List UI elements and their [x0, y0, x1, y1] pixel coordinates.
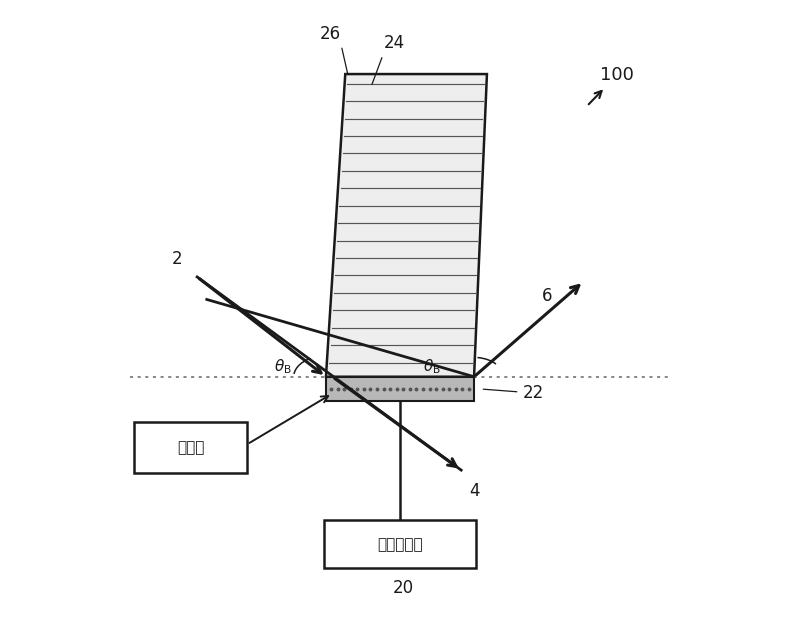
Polygon shape [326, 74, 487, 377]
Text: 24: 24 [372, 34, 405, 84]
Text: $\theta_{\rm B}$: $\theta_{\rm B}$ [422, 357, 440, 376]
Text: 4: 4 [469, 482, 479, 500]
Text: 100: 100 [589, 66, 634, 104]
Bar [134, 422, 247, 473]
Bar [324, 520, 476, 569]
Text: 20: 20 [393, 579, 414, 597]
Text: 6: 6 [542, 287, 552, 305]
Bar [326, 377, 474, 401]
Text: 26: 26 [319, 24, 348, 75]
Text: 射频信号源: 射频信号源 [377, 536, 423, 552]
Text: 2: 2 [171, 250, 182, 268]
Text: $\theta_{\rm B}$: $\theta_{\rm B}$ [274, 357, 292, 376]
Text: 22: 22 [483, 384, 544, 402]
Text: 换能器: 换能器 [177, 440, 204, 455]
